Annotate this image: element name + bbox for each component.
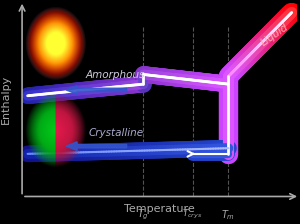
- Text: Crystalline: Crystalline: [88, 128, 143, 138]
- Text: Temperature: Temperature: [124, 204, 195, 214]
- Text: $T_g$: $T_g$: [137, 208, 149, 222]
- Text: $T_{crys}$: $T_{crys}$: [182, 208, 203, 221]
- FancyArrow shape: [66, 86, 127, 94]
- FancyArrow shape: [66, 142, 127, 151]
- Text: Liquid: Liquid: [259, 22, 290, 48]
- Text: Enthalpy: Enthalpy: [1, 75, 11, 124]
- Text: Amorphous: Amorphous: [86, 70, 146, 80]
- Text: $T_m$: $T_m$: [221, 208, 236, 222]
